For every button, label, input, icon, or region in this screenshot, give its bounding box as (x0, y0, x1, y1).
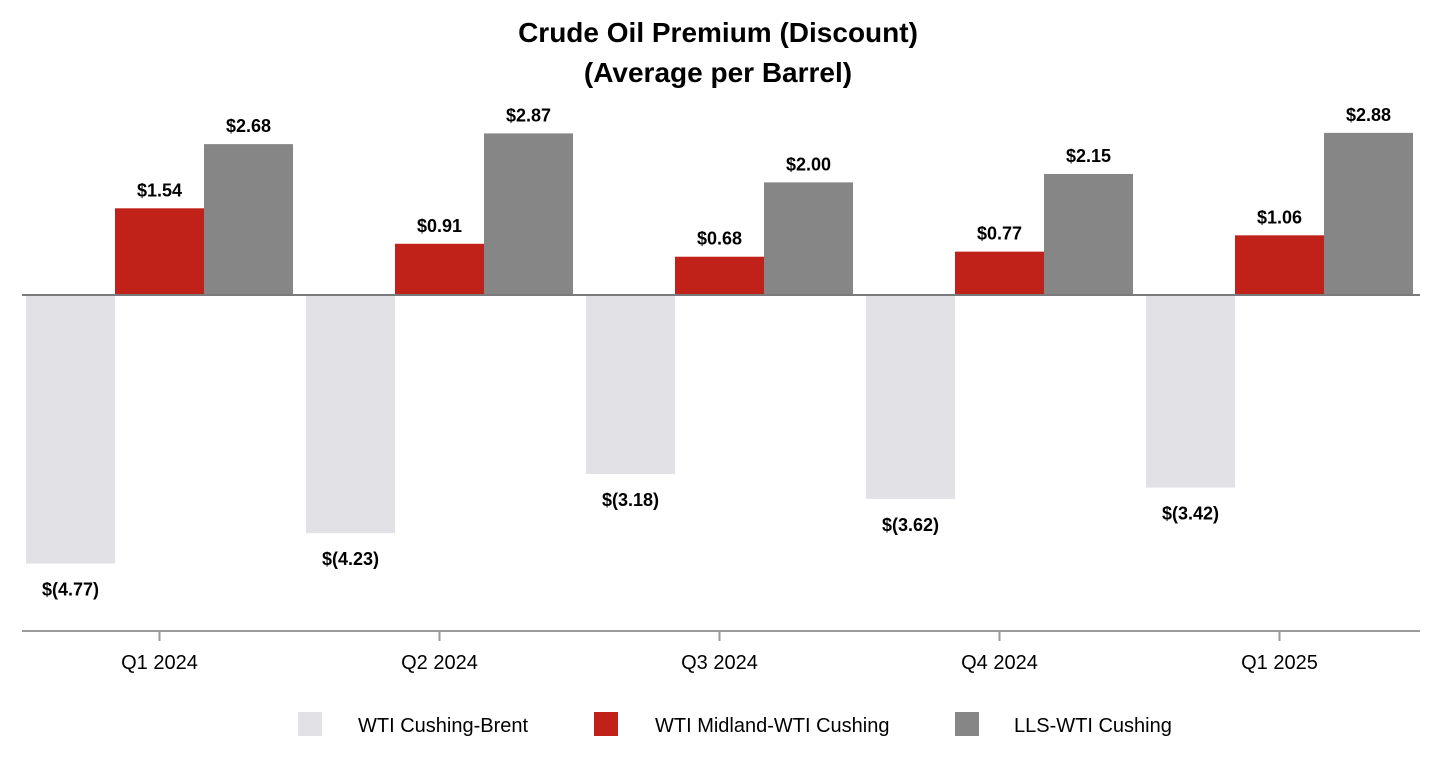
bar-lls-wti-cushing-q4-2024 (1044, 173, 1133, 295)
data-label: $2.88 (1346, 105, 1391, 125)
bars-layer (26, 132, 1413, 564)
bar-wti-midland-wti-cushing-q1-2025 (1235, 235, 1324, 295)
x-tick-label: Q3 2024 (681, 652, 758, 674)
bar-wti-midland-wti-cushing-q4-2024 (955, 251, 1044, 295)
bar-wti-cushing-brent-q4-2024 (866, 295, 955, 499)
x-tick-label: Q2 2024 (401, 652, 478, 674)
legend: WTI Cushing-Brent WTI Midland-WTI Cushing… (298, 712, 1172, 737)
x-tick-label: Q1 2024 (121, 652, 198, 674)
bar-wti-cushing-brent-q1-2024 (26, 295, 115, 564)
legend-label: LLS-WTI Cushing (1014, 715, 1172, 737)
bar-lls-wti-cushing-q1-2024 (204, 144, 293, 295)
bar-wti-midland-wti-cushing-q1-2024 (115, 208, 204, 295)
data-label: $0.77 (977, 224, 1022, 244)
chart-title: Crude Oil Premium (Discount) (518, 17, 918, 48)
data-label: $1.54 (137, 180, 182, 200)
data-label: $2.15 (1066, 146, 1111, 166)
data-labels-layer: $(4.77) $1.54 $2.68 $(4.23) $0.91 $2.87 $(3.18… (42, 105, 1391, 600)
data-label: $(3.42) (1162, 504, 1219, 524)
data-label: $(4.77) (42, 580, 99, 600)
bar-wti-midland-wti-cushing-q2-2024 (395, 243, 484, 295)
legend-swatch (955, 712, 979, 736)
x-tick-label: Q4 2024 (961, 652, 1038, 674)
data-label: $1.06 (1257, 207, 1302, 227)
x-tick-label: Q1 2025 (1241, 652, 1318, 674)
bar-wti-cushing-brent-q3-2024 (586, 295, 675, 475)
bar-lls-wti-cushing-q3-2024 (764, 182, 853, 295)
data-label: $(4.23) (322, 549, 379, 569)
chart-subtitle: (Average per Barrel) (584, 57, 852, 88)
bar-wti-cushing-brent-q1-2025 (1146, 295, 1235, 488)
bar-lls-wti-cushing-q1-2025 (1324, 132, 1413, 295)
data-label: $0.91 (417, 216, 462, 236)
data-label: $2.00 (786, 154, 831, 174)
data-label: $0.68 (697, 229, 742, 249)
data-label: $(3.18) (602, 490, 659, 510)
data-label: $2.87 (506, 105, 551, 125)
legend-label: WTI Cushing-Brent (358, 715, 528, 737)
bar-wti-cushing-brent-q2-2024 (306, 295, 395, 534)
bar-wti-midland-wti-cushing-q3-2024 (675, 256, 764, 295)
bar-lls-wti-cushing-q2-2024 (484, 133, 573, 295)
data-label: $(3.62) (882, 515, 939, 535)
data-label: $2.68 (226, 116, 271, 136)
legend-label: WTI Midland-WTI Cushing (655, 715, 890, 737)
legend-swatch (298, 712, 322, 736)
axis-layer: Q1 2024 Q2 2024 Q3 2024 Q4 2024 Q1 2025 (22, 294, 1420, 674)
legend-swatch (594, 712, 618, 736)
